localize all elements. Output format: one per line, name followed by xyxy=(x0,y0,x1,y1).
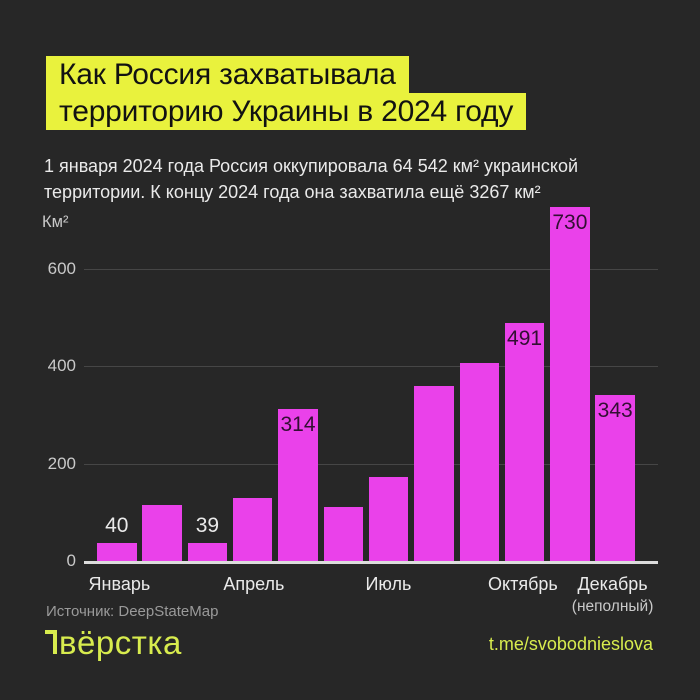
x-tick-note: (неполный) xyxy=(571,598,654,615)
bar-Ноябрь: 730 xyxy=(550,206,590,562)
bars-area: 40 39 314 491 730 343 xyxy=(97,201,635,562)
y-tick-label-400: 400 xyxy=(47,356,76,376)
bar-Март: 39 xyxy=(187,514,228,562)
bar-Февраль xyxy=(142,504,182,562)
y-tick-label-600: 600 xyxy=(47,259,76,279)
y-tick-label-200: 200 xyxy=(47,453,76,473)
gridline-600 xyxy=(84,269,658,271)
x-axis-line xyxy=(84,561,658,564)
value-label-Март: 39 xyxy=(195,514,220,538)
bar-Май: 314 xyxy=(278,409,318,562)
bar-Июль xyxy=(368,476,409,562)
x-tick-Январь: Январь xyxy=(88,574,151,594)
value-label-Декабрь: 343 xyxy=(597,399,633,423)
title-line-2: территорию Украины в 2024 году xyxy=(46,93,527,130)
y-tick-label-0: 0 xyxy=(66,551,76,570)
x-tick-Октябрь: Октябрь xyxy=(488,574,558,594)
title-line-1: Как Россия захватывала xyxy=(46,56,409,93)
bar-chart: Км² 40 39 314 491 730 343 Январь Апрель Июль Окт… xyxy=(0,201,700,615)
source-note: Источник: DeepStateMap xyxy=(46,603,219,620)
y-axis-unit-label: Км² xyxy=(42,213,69,231)
bar-Июнь xyxy=(323,506,364,562)
subtitle-line-2: территории. К концу 2024 года она захват… xyxy=(44,182,541,202)
value-label-Октябрь: 491 xyxy=(507,327,543,351)
bar-Апрель xyxy=(232,497,273,562)
value-label-Май: 314 xyxy=(280,413,316,437)
x-tick-Июль: Июль xyxy=(365,574,412,594)
gridline-200 xyxy=(84,463,658,465)
verstka-logo[interactable]: вёрстка xyxy=(45,626,182,659)
bar-Декабрь: 343 xyxy=(595,395,635,562)
x-tick-Декабрь: Декабрь (неполный) xyxy=(571,574,654,615)
x-tick-Апрель: Апрель xyxy=(223,574,285,594)
bar-Сентябрь xyxy=(459,363,499,562)
bar-Август xyxy=(414,385,454,562)
title-block: Как Россия захватывала территорию Украин… xyxy=(46,56,527,130)
gridline-400 xyxy=(84,366,658,368)
subtitle: 1 января 2024 года Россия оккупировала 6… xyxy=(44,153,578,205)
bar-Октябрь: 491 xyxy=(504,323,545,562)
logo-text: вёрстка xyxy=(59,624,182,661)
value-label-Январь: 40 xyxy=(105,513,129,537)
bar-Январь: 40 xyxy=(97,514,137,562)
subtitle-line-1: 1 января 2024 года Россия оккупировала 6… xyxy=(44,156,579,176)
value-label-Ноябрь: 730 xyxy=(552,210,588,234)
telegram-link[interactable]: t.me/svobodnieslova xyxy=(488,634,653,654)
logo-mark-icon xyxy=(45,630,57,654)
x-axis-labels: Январь Апрель Июль Октябрь Декабрь (неполный) xyxy=(89,574,654,629)
